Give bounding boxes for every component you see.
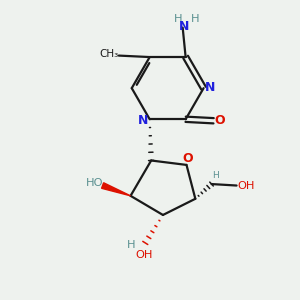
Text: OH: OH	[135, 250, 153, 260]
Text: N: N	[138, 114, 148, 127]
Text: OH: OH	[237, 181, 255, 190]
Text: N: N	[179, 20, 189, 33]
Polygon shape	[102, 183, 130, 196]
Text: H: H	[212, 171, 218, 180]
Text: HO: HO	[85, 178, 103, 188]
Text: H: H	[191, 14, 200, 24]
Text: O: O	[215, 114, 225, 127]
Text: CH₃: CH₃	[100, 49, 119, 59]
Text: H: H	[174, 14, 183, 24]
Text: N: N	[205, 81, 215, 94]
Text: O: O	[183, 152, 193, 165]
Text: H: H	[127, 240, 136, 250]
